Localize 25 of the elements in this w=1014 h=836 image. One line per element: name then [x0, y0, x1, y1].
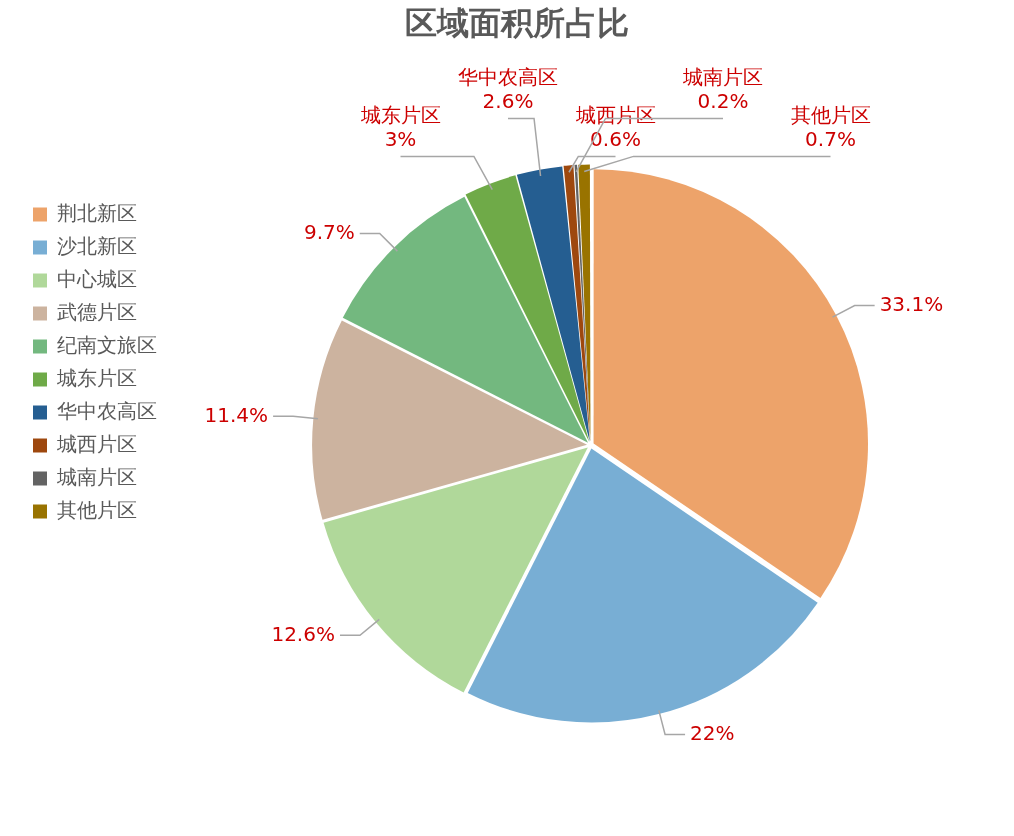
legend-label: 沙北新区 [57, 233, 137, 258]
data-label: 0.6% [590, 126, 641, 151]
legend-label: 城西片区 [56, 431, 137, 456]
data-label: 11.4% [204, 402, 269, 427]
chart-title: 区域面积所占比 [405, 3, 629, 42]
data-label: 22% [690, 720, 735, 745]
data-label: 2.6% [482, 88, 534, 113]
legend-label: 华中农高区 [57, 398, 157, 423]
legend-label: 城南片区 [56, 464, 137, 489]
legend-label: 纪南文旅区 [57, 332, 157, 357]
legend-label: 城东片区 [56, 365, 137, 390]
legend-label: 中心城区 [57, 266, 137, 291]
legend-label: 武德片区 [57, 299, 137, 324]
slice-label: 城东片区 [359, 102, 441, 127]
legend-label: 其他片区 [57, 497, 137, 522]
slice-label: 华中农高区 [458, 64, 558, 89]
legend-label: 荆北新区 [57, 200, 137, 225]
data-label: 0.2% [697, 88, 749, 113]
slice-label: 城南片区 [682, 64, 763, 89]
data-label: 12.6% [271, 621, 335, 646]
data-label: 0.7% [805, 126, 856, 151]
data-label: 33.1% [879, 291, 944, 316]
data-label: 3% [384, 126, 417, 151]
data-label: 9.7% [303, 219, 355, 244]
slice-label: 其他片区 [790, 102, 871, 127]
